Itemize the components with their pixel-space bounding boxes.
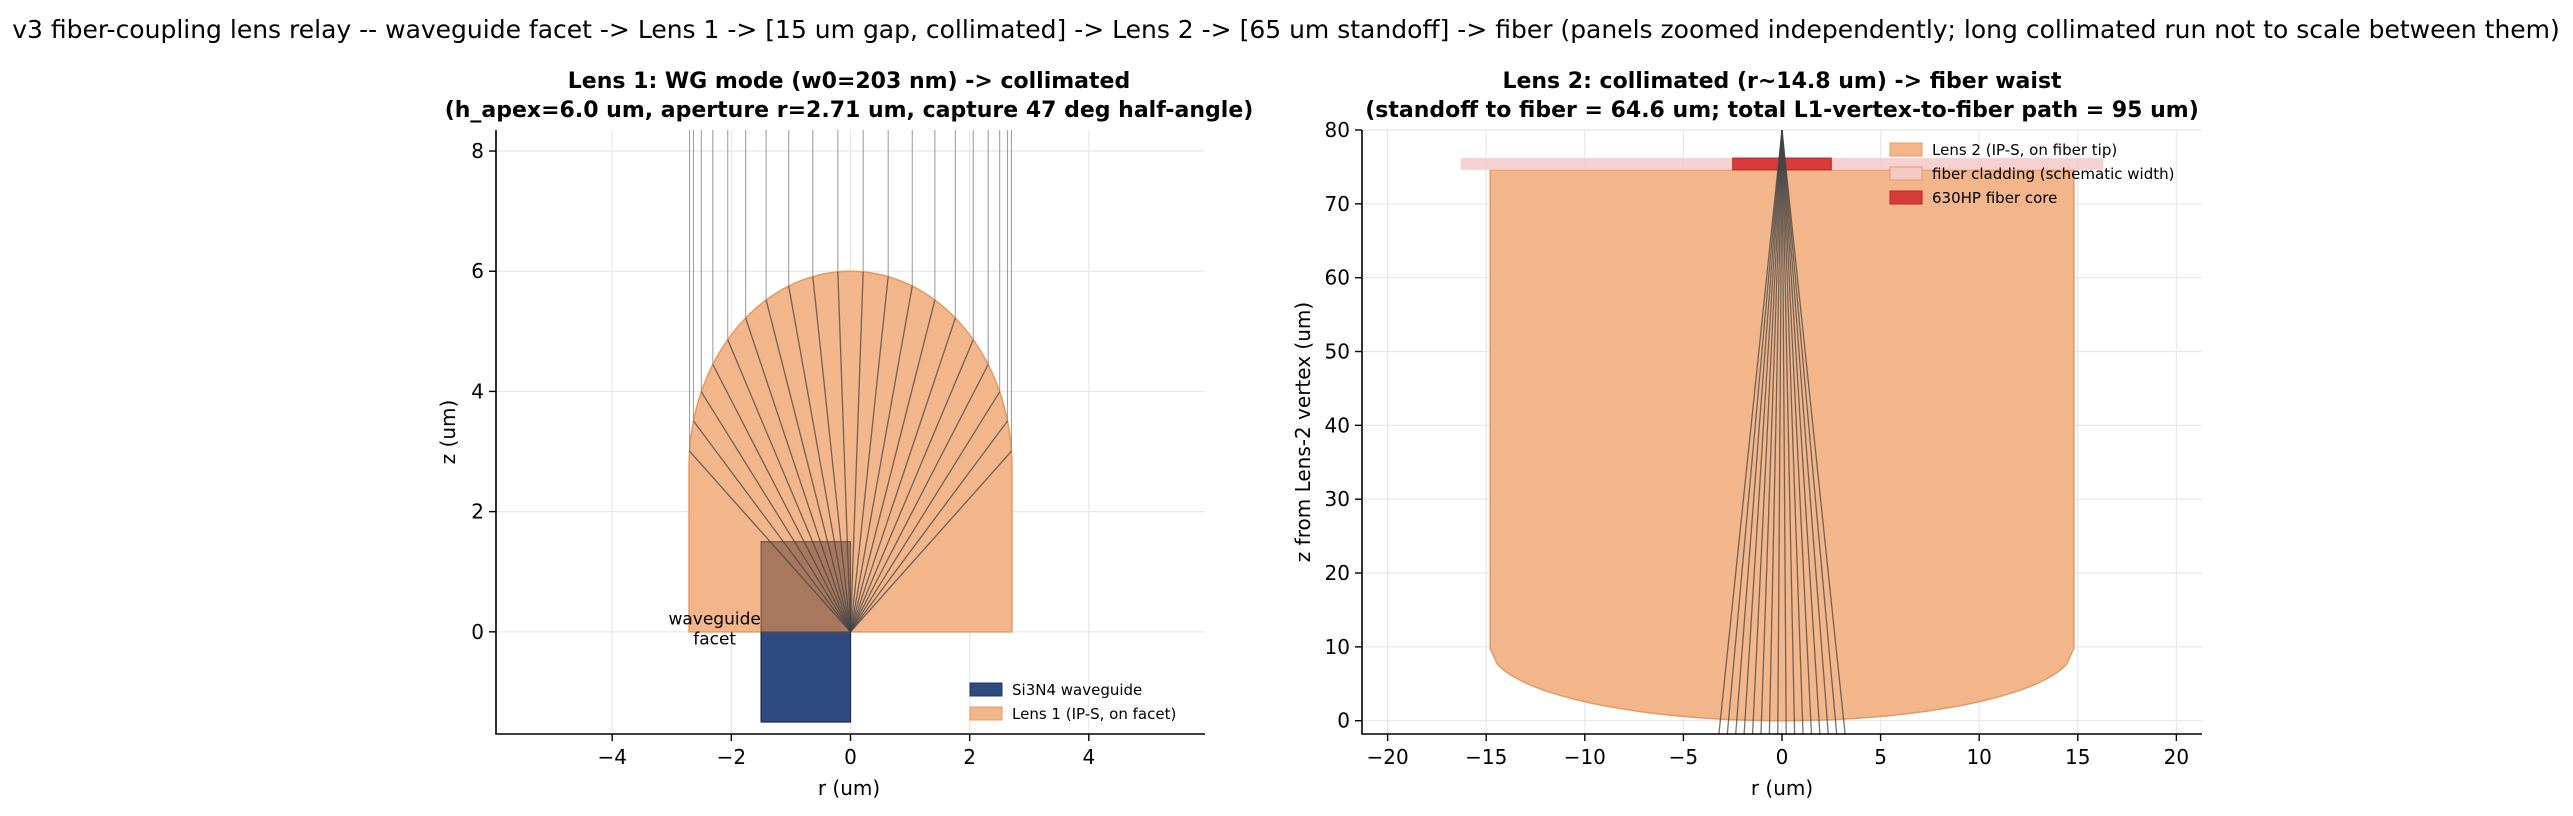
lens2-legend-swatch [1889, 142, 1923, 157]
lens2-ytick-label: 40 [1325, 413, 1350, 437]
figure-suptitle: v3 fiber-coupling lens relay -- waveguid… [12, 15, 2560, 44]
lens1-panel: Lens 1: WG mode (w0=203 nm) -> collimate… [436, 69, 1253, 800]
lens1-ray-in-lens [849, 339, 974, 633]
lens1-ray-in-lens [849, 391, 1001, 633]
lens2-ray [1781, 129, 1813, 735]
lens2-legend-swatch [1889, 166, 1923, 181]
lens2-ray [1760, 129, 1783, 735]
lens1-ray-in-lens [849, 420, 1009, 633]
lens1-ray-in-lens [692, 420, 852, 633]
lens2-xtick-label: −15 [1465, 745, 1507, 769]
lens1-ray-in-lens [849, 364, 989, 633]
lens1-ray-in-lens [788, 285, 852, 632]
lens1-waveguide-below-facet [760, 631, 852, 723]
lens2-title-line2: (standoff to fiber = 64.6 um; total L1-v… [1365, 98, 2199, 123]
lens2-ytick-label: 50 [1325, 340, 1350, 364]
lens2-ylabel: z from Lens-2 vertex (um) [1291, 302, 1315, 562]
lens1-ray-in-lens [689, 450, 851, 633]
lens2-xtick-label: 10 [1966, 745, 1991, 769]
lens2-ray [1751, 129, 1783, 735]
lens1-xtick-label: 2 [963, 745, 976, 769]
lens2-ytick-label: 20 [1325, 561, 1350, 585]
lens2-ray [1726, 129, 1783, 735]
lens1-rays [688, 130, 1013, 633]
lens2-panel: Lens 2: collimated (r~14.8 um) -> fiber … [1291, 69, 2202, 800]
lens2-xtick-label: 0 [1776, 745, 1789, 769]
lens1-xlabel: r (um) [818, 776, 880, 800]
lens1-legend-swatch [969, 682, 1003, 697]
lens2-ytick-label: 30 [1325, 487, 1350, 511]
lens2-legend-label: fiber cladding (schematic width) [1932, 165, 2174, 183]
lens1-ytick-label: 6 [471, 259, 484, 283]
lens1-xtick-label: 0 [844, 745, 857, 769]
lens1-legend-label: Si3N4 waveguide [1012, 681, 1142, 699]
lens1-ylabel: z (um) [436, 400, 460, 465]
lens2-ytick-label: 0 [1337, 709, 1350, 733]
lens1-ray-in-lens [849, 299, 936, 632]
lens1-title-line2: (h_apex=6.0 um, aperture r=2.71 um, capt… [445, 98, 1254, 123]
lens2-xtick-label: 15 [2065, 745, 2090, 769]
lens1-ray-in-lens [765, 299, 852, 632]
lens1-ytick-label: 0 [471, 620, 484, 644]
lens1-ray-in-lens [837, 271, 852, 632]
lens1-ytick-label: 2 [471, 500, 484, 524]
lens2-ray [1768, 129, 1783, 735]
lens2-ray [1781, 129, 1821, 735]
lens2-ray [1777, 129, 1783, 735]
lens1-ray-in-lens [849, 317, 956, 633]
lens1-ytick-label: 8 [471, 139, 484, 163]
lens1-ray-in-lens [850, 450, 1012, 633]
lens2-ytick-label: 10 [1325, 635, 1350, 659]
lens2-ray [1743, 129, 1783, 735]
lens1-ray-in-lens [745, 317, 852, 633]
lens1-annotation-line2: facet [693, 630, 736, 650]
lens2-xtick-label: −20 [1367, 745, 1409, 769]
lens1-legend-label: Lens 1 (IP-S, on facet) [1012, 705, 1176, 723]
lens1-ytick-label: 4 [471, 379, 484, 403]
lens2-ray [1781, 129, 1838, 735]
lens1-ray-in-lens [849, 276, 889, 632]
lens1-xtick-label: −4 [597, 745, 626, 769]
lens2-ray [1781, 129, 1829, 735]
lens2-legend-label: Lens 2 (IP-S, on fiber tip) [1932, 141, 2117, 159]
lens1-legend-swatch [969, 706, 1003, 721]
lens2-ray [1718, 129, 1783, 735]
lens2-body [1489, 169, 2075, 722]
lens1-ray-in-lens [712, 364, 852, 633]
lens2-xtick-label: 5 [1874, 745, 1887, 769]
lens1-annotation-line1: waveguide [668, 610, 760, 630]
lens1-ray-in-lens [849, 271, 864, 632]
lens2-legend-swatch [1889, 190, 1923, 205]
lens2-rays [1718, 129, 1846, 735]
lens2-ytick-label: 80 [1325, 118, 1350, 142]
lens1-ray-in-lens [700, 391, 852, 633]
lens1-ray-in-lens [812, 276, 852, 632]
lens2-xtick-label: −10 [1564, 745, 1606, 769]
lens2-ray [1781, 129, 1846, 735]
lens2-title-line1: Lens 2: collimated (r~14.8 um) -> fiber … [1502, 69, 2062, 94]
lens2-xlabel: r (um) [1751, 776, 1813, 800]
lens1-ray-in-lens [849, 285, 913, 632]
lens2-xtick-label: 20 [2164, 745, 2189, 769]
lens2-legend-label: 630HP fiber core [1932, 189, 2057, 207]
lens2-ytick-label: 60 [1325, 266, 1350, 290]
lens2-ray [1781, 129, 1796, 735]
lens2-ray [1781, 129, 1804, 735]
lens1-xtick-label: 4 [1082, 745, 1095, 769]
lens2-axes-spines [1361, 130, 2202, 735]
lens2-ray [1781, 129, 1787, 735]
lens2-ray [1735, 129, 1783, 735]
lens2-ytick-label: 70 [1325, 192, 1350, 216]
lens1-title-line1: Lens 1: WG mode (w0=203 nm) -> collimate… [568, 69, 1130, 94]
lens1-axes-spines [495, 130, 1205, 735]
lens1-xtick-label: −2 [717, 745, 746, 769]
lens1-ray-in-lens [727, 339, 852, 633]
lens2-xtick-label: −5 [1669, 745, 1698, 769]
